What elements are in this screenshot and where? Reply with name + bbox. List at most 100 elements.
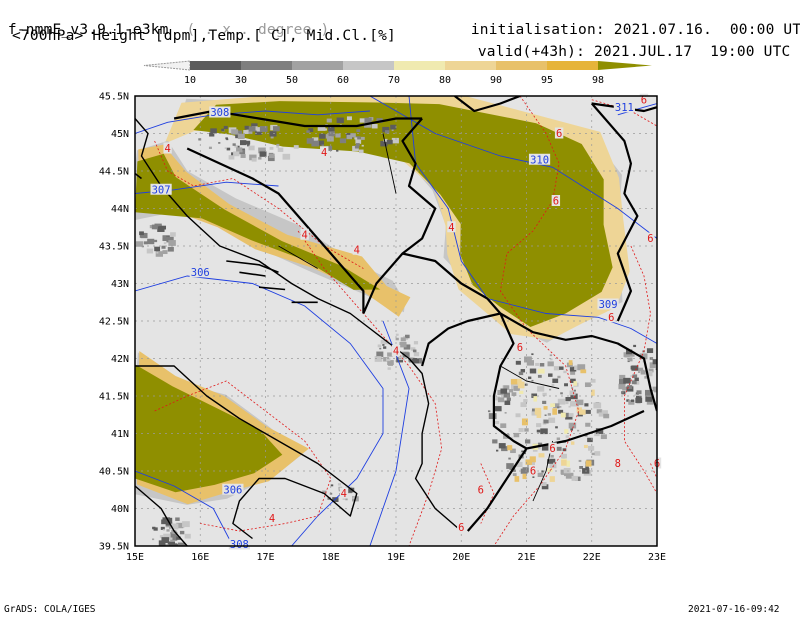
cloud-speckle <box>511 392 517 396</box>
colorbar-label: 30 <box>235 75 247 86</box>
cloud-speckle <box>410 347 416 351</box>
cloud-speckle <box>247 144 250 147</box>
cloud-speckle <box>224 147 227 149</box>
cloud-speckle <box>234 145 238 148</box>
cloud-speckle <box>225 137 228 140</box>
cloud-speckle <box>639 353 648 360</box>
colorbar-swatch <box>394 61 445 70</box>
cloud-speckle <box>579 466 584 469</box>
country-border <box>591 102 657 113</box>
cloud-speckle <box>565 435 569 438</box>
temperature-contour-label: 6 <box>530 466 536 478</box>
temperature-contour-label: 4 <box>321 147 327 159</box>
latitude-label: 45N <box>111 129 129 140</box>
cloud-speckle <box>570 378 576 383</box>
cloud-speckle <box>559 366 564 370</box>
cloud-speckle <box>517 378 522 383</box>
temperature-contour-label: 6 <box>549 443 555 455</box>
cloud-speckle <box>526 360 534 366</box>
cloud-speckle <box>179 530 185 535</box>
cloud-speckle <box>627 357 633 362</box>
cloud-speckle <box>391 129 394 132</box>
cloud-speckle <box>387 352 393 357</box>
latitude-label: 40N <box>111 504 129 515</box>
cloud-speckle <box>383 138 388 142</box>
temperature-contour <box>493 96 580 546</box>
cloud-speckle <box>364 117 372 124</box>
cloud-speckle <box>620 391 624 394</box>
cloud-speckle <box>371 123 378 129</box>
cloud-speckle <box>161 245 166 249</box>
cloud-speckle <box>147 238 155 245</box>
cloud-speckle <box>529 368 537 374</box>
cloud-speckle <box>527 464 531 467</box>
cloud-speckle <box>645 396 653 402</box>
fields-description: <700hPa> Height [dpm],Temp.[ C], Mid.Cl.… <box>12 28 396 44</box>
height-contour-label-box <box>189 266 211 278</box>
contour-labels: 308 311 307 306 310 309 306 308 6 4 4 6 4 6 4 4 4 6 6 6 6 6 8 6… <box>150 93 662 551</box>
cloud-speckle <box>538 453 545 458</box>
cloud-speckle <box>659 370 662 373</box>
cloud-speckle <box>515 360 521 365</box>
cloud-speckle <box>519 390 524 394</box>
cloud-speckle <box>500 388 508 394</box>
colorbar-high-arrow <box>598 61 652 70</box>
cloud-speckle <box>622 386 628 391</box>
cloud-speckle <box>306 138 314 144</box>
temperature-contour-label: 8 <box>615 458 621 470</box>
cloud-speckle <box>518 428 524 432</box>
temperature-contour-label-box <box>528 465 538 476</box>
cloud-speckle <box>631 380 637 385</box>
cloud-speckle <box>237 133 245 140</box>
cloud-speckle <box>488 413 497 420</box>
cloud-speckle <box>177 542 186 546</box>
cloud-speckle <box>543 406 548 410</box>
cloud-speckle <box>560 392 563 395</box>
internal-border <box>500 365 560 389</box>
cloud-speckle <box>501 446 508 452</box>
cloud-speckle <box>556 406 560 409</box>
cloud-speckle <box>179 523 185 528</box>
cloud-speckle <box>641 369 645 373</box>
temperature-contour-label: 6 <box>647 233 653 245</box>
cloud-speckle <box>584 382 591 388</box>
cloud-speckle <box>577 429 580 432</box>
cloud-speckle <box>170 232 176 237</box>
height-contour-label: 307 <box>152 184 171 196</box>
cloud-speckle <box>268 153 275 159</box>
colorbar-swatch <box>445 61 496 70</box>
cloud-speckle <box>506 397 511 401</box>
cloud-speckle <box>549 354 553 357</box>
footer-timestamp: 2021-07-16-09:42 <box>688 604 780 615</box>
temperature-contour <box>624 245 657 494</box>
cloud-speckle <box>534 407 542 415</box>
cloud-speckle <box>548 417 556 423</box>
cloud-speckle <box>522 473 527 480</box>
cloud-speckle <box>146 248 154 254</box>
temperature-contour-label-box <box>267 512 277 524</box>
cloud-speckle <box>345 488 353 494</box>
cloud-speckle <box>359 118 366 123</box>
cloud-speckle <box>510 378 518 385</box>
cloud-speckle <box>523 398 528 403</box>
cloud-core-west <box>135 153 381 290</box>
init-label: initialisation: <box>470 22 605 38</box>
cloud-speckle <box>169 537 173 540</box>
latitude-label: 45.5N <box>99 92 129 103</box>
temperature-contour <box>154 380 332 532</box>
cloud-speckle <box>552 408 558 415</box>
cloud-speckle <box>515 461 523 468</box>
cloud-speckle <box>542 400 547 405</box>
cloud-speckle <box>570 371 576 375</box>
country-border <box>466 447 528 532</box>
cloud-speckle <box>633 344 637 348</box>
cloud-speckle <box>233 151 240 157</box>
cloud-speckle <box>319 133 326 139</box>
cloud-speckle <box>569 390 576 396</box>
cloud-speckle <box>330 484 334 487</box>
cloud-speckle <box>165 545 174 546</box>
valid-value: 2021.JUL.17 19:00 UTC <box>593 44 791 60</box>
cloud-speckle <box>507 445 513 451</box>
cloud-speckle <box>646 348 654 354</box>
